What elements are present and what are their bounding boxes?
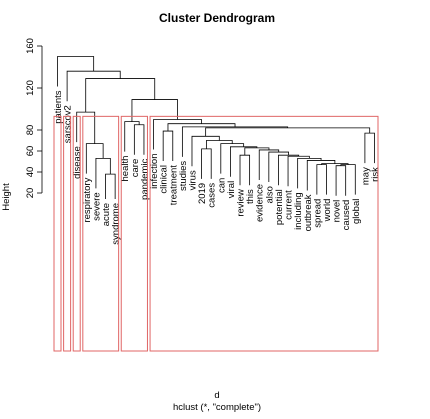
- merge-syndrome-acute: [105, 173, 116, 199]
- merge-m23-m24: [205, 127, 371, 137]
- leaf-label-review: review: [236, 189, 247, 217]
- leaf-label-infection: infection: [149, 154, 160, 189]
- leaf-label-disease: disease: [72, 146, 83, 179]
- merge-disease-m3: [76, 111, 96, 144]
- leaf-label-viral: viral: [226, 181, 237, 198]
- leaf-label-also: also: [264, 186, 275, 203]
- leaf-label-global: global: [351, 199, 362, 224]
- merge-patients-m32: [57, 56, 95, 87]
- merge-viral-m18: [230, 146, 258, 177]
- leaf-label-pandemic: pandemic: [139, 159, 150, 200]
- leaf-label-world: world: [322, 199, 333, 223]
- leaf-label-potential: potential: [274, 189, 285, 225]
- merge-m19-m21: [205, 140, 233, 149]
- merge-m15-m17: [244, 147, 270, 156]
- merge-sarscov2-m31: [66, 70, 121, 102]
- merge-care-pandemic: [133, 124, 145, 155]
- merge-current-m12: [287, 155, 310, 187]
- leaf-label-may: may: [360, 167, 371, 185]
- merge-health-m5: [124, 121, 140, 152]
- merge-severe-m1: [95, 157, 111, 189]
- merge-may-risk: [364, 132, 375, 164]
- method-sublabel: hclust (*, "complete"): [173, 402, 261, 413]
- leaf-label-2019: 2019: [197, 183, 208, 204]
- cluster-box-disease-disease: [72, 115, 81, 352]
- merge-this-review: [239, 154, 251, 186]
- leaf-label-spread: spread: [312, 199, 323, 228]
- merge-cases-2019: [201, 148, 212, 179]
- leaf-label-clinical: clinical: [159, 165, 170, 194]
- leaf-label-including: including: [293, 192, 304, 230]
- leaf-label-novel: novel: [332, 200, 343, 223]
- merge-world-spread: [316, 164, 327, 195]
- merge-including-m11: [297, 157, 322, 189]
- leaf-label-caused: caused: [341, 200, 352, 231]
- merge-m7-global: [340, 164, 356, 195]
- leaf-label-outbreak: outbreak: [303, 194, 314, 231]
- leaf-label-health: health: [120, 156, 131, 182]
- merge-potential-m13: [278, 154, 300, 186]
- leaf-label-cases: cases: [207, 183, 218, 208]
- leaf-label-sarscov2: sarscov2: [63, 105, 74, 143]
- y-tick-label-80: 80: [25, 125, 36, 136]
- x-axis-label: d: [214, 390, 219, 401]
- merge-m26-m27: [167, 123, 236, 132]
- y-axis: 20 40 60 80 120 160: [25, 38, 43, 199]
- leaf-label-respiratory: respiratory: [82, 177, 93, 222]
- leaf-label-virus: virus: [187, 170, 198, 190]
- leaf-label-treatment: treatment: [168, 165, 179, 205]
- merge-m6-m29: [131, 99, 178, 122]
- leaf-label-can: can: [216, 178, 227, 193]
- leaf-label-evidence: evidence: [255, 184, 266, 222]
- leaf-label-patients: patients: [53, 90, 64, 124]
- y-tick-label-160: 160: [25, 38, 36, 54]
- y-tick-label-20: 20: [25, 188, 36, 199]
- cluster-box-health-pandemic: [120, 115, 148, 352]
- y-tick-label-40: 40: [25, 167, 36, 178]
- leaf-label-current: current: [284, 190, 295, 220]
- dendrogram-tree: [57, 56, 375, 199]
- y-axis-label: Height: [1, 183, 12, 211]
- leaf-label-acute: acute: [101, 203, 112, 226]
- chart-title: Cluster Dendrogram: [159, 11, 275, 25]
- cluster-box-sarscov2-sarscov2: [63, 115, 72, 352]
- cluster-box-respiratory-syndrome: [82, 115, 120, 352]
- leaf-label-care: care: [130, 159, 141, 177]
- leaf-label-risk: risk: [370, 167, 381, 182]
- y-tick-label-60: 60: [25, 146, 36, 157]
- merge-novel-caused: [335, 165, 347, 196]
- leaf-label-this: this: [245, 189, 256, 204]
- merge-treatment-clinical: [162, 130, 174, 162]
- cluster-boxes: [53, 115, 379, 352]
- leaf-label-severe: severe: [91, 192, 102, 221]
- leaf-label-studies: studies: [178, 161, 189, 191]
- cluster-box-infection-risk: [149, 115, 379, 352]
- merge-m4-m30: [85, 78, 156, 113]
- y-tick-label-120: 120: [25, 80, 36, 96]
- cluster-box-patients-patients: [53, 115, 62, 352]
- leaf-label-syndrome: syndrome: [111, 203, 122, 245]
